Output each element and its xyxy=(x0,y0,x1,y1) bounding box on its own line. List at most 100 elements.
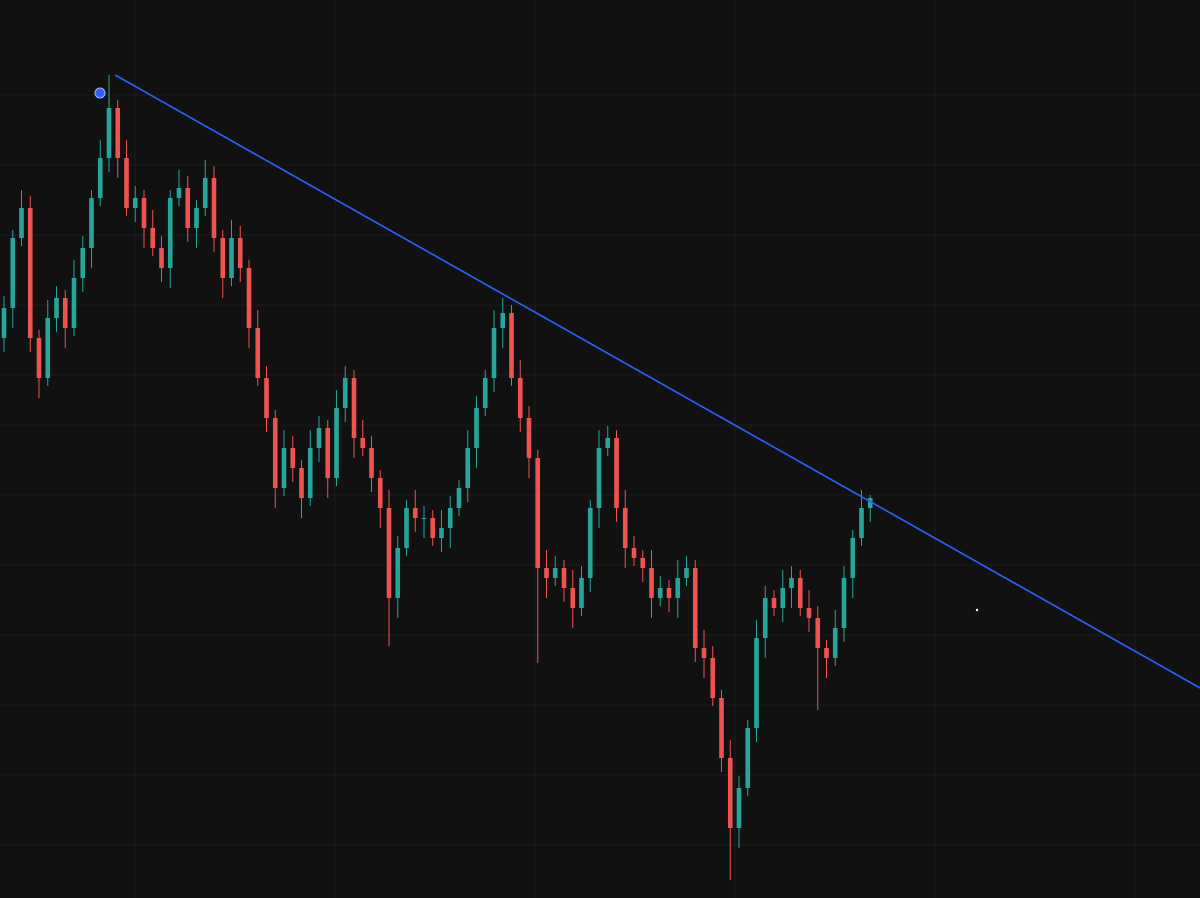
candle-body xyxy=(859,508,864,538)
candle-body xyxy=(412,508,418,518)
candle-body xyxy=(797,578,803,608)
candle-body xyxy=(535,458,541,568)
candle-body xyxy=(806,608,812,618)
candle-body xyxy=(692,568,698,648)
candle-body xyxy=(62,298,68,328)
candle-body xyxy=(27,208,33,338)
candle-body xyxy=(421,518,427,519)
candle-body xyxy=(841,578,847,628)
candle-body xyxy=(316,428,322,448)
candle-body xyxy=(456,488,462,508)
candle-body xyxy=(264,378,269,418)
candles xyxy=(1,75,873,880)
candle-body xyxy=(579,578,584,608)
candle-body xyxy=(754,638,759,728)
candle-body xyxy=(404,508,409,548)
candle-body xyxy=(526,418,532,458)
candle-body xyxy=(220,238,226,278)
candle-body xyxy=(369,448,374,478)
candle-body xyxy=(657,588,663,598)
candle-body xyxy=(552,568,558,578)
candle-body xyxy=(736,788,742,828)
candle-body xyxy=(386,508,392,598)
candle-body xyxy=(439,528,444,538)
candle-body xyxy=(150,228,156,248)
candle-body xyxy=(561,568,567,588)
candle-body xyxy=(727,758,733,828)
candle-body xyxy=(509,313,514,378)
candle-body xyxy=(377,478,383,508)
candle-body xyxy=(631,548,637,558)
candle-body xyxy=(605,438,611,448)
candle-body xyxy=(10,238,16,308)
candle-body xyxy=(614,438,619,508)
candle-body xyxy=(106,108,112,158)
candle-body xyxy=(474,408,479,448)
candle-body xyxy=(351,378,357,438)
candle-body xyxy=(159,248,164,268)
candle-body xyxy=(115,108,121,158)
candle-body xyxy=(19,208,24,238)
candle-body xyxy=(430,518,436,538)
candle-body xyxy=(465,448,471,488)
candle-body xyxy=(71,278,77,328)
candle-body xyxy=(719,698,724,758)
candle-body xyxy=(517,378,523,418)
candle-body xyxy=(185,188,191,228)
candle-body xyxy=(780,588,786,608)
candle-body xyxy=(342,378,348,408)
candle-body xyxy=(246,268,252,328)
candle-body xyxy=(325,428,331,478)
candle-body xyxy=(255,328,261,378)
candle-body xyxy=(771,598,777,608)
candle-body xyxy=(167,198,173,268)
candle-body xyxy=(281,448,287,488)
candle-body xyxy=(710,658,716,698)
candle-body xyxy=(544,568,549,578)
candle-body xyxy=(211,178,217,238)
candle-body xyxy=(237,238,243,268)
candle-body xyxy=(500,313,506,328)
cursor-dot xyxy=(975,608,979,612)
candle-body xyxy=(54,298,59,318)
candle-body xyxy=(141,198,147,228)
candle-body xyxy=(1,308,7,338)
candle-body xyxy=(789,578,794,588)
candle-body xyxy=(45,318,51,378)
candle-body xyxy=(684,568,689,578)
candle-body xyxy=(867,498,873,508)
candle-body xyxy=(360,438,366,448)
candle-body xyxy=(622,508,628,548)
candle-body xyxy=(89,198,94,248)
candle-body xyxy=(649,568,654,598)
candle-body xyxy=(395,548,401,598)
candle-body xyxy=(570,588,576,608)
candle-body xyxy=(272,418,278,488)
candle-body xyxy=(124,158,129,208)
candle-body xyxy=(132,198,138,208)
candle-body xyxy=(832,628,838,658)
candle-body xyxy=(290,448,296,468)
candle-body xyxy=(202,178,208,208)
candle-body xyxy=(482,378,488,408)
candle-body xyxy=(701,648,707,658)
candle-body xyxy=(176,188,182,198)
candle-body xyxy=(666,588,672,598)
candle-body xyxy=(587,508,593,578)
candle-body xyxy=(762,598,768,638)
candle-body xyxy=(194,208,199,228)
candle-body xyxy=(815,618,821,648)
candle-body xyxy=(334,408,339,478)
candle-body xyxy=(640,558,646,568)
candle-body xyxy=(824,648,829,658)
candle-body xyxy=(307,448,313,498)
candle-body xyxy=(97,158,103,198)
candle-body xyxy=(80,248,86,278)
trendline xyxy=(114,74,1200,689)
anchor-handle[interactable] xyxy=(94,87,106,99)
candle-body xyxy=(36,338,42,378)
candle-body xyxy=(745,728,751,788)
candle-body xyxy=(447,508,453,528)
candle-body xyxy=(675,578,681,598)
